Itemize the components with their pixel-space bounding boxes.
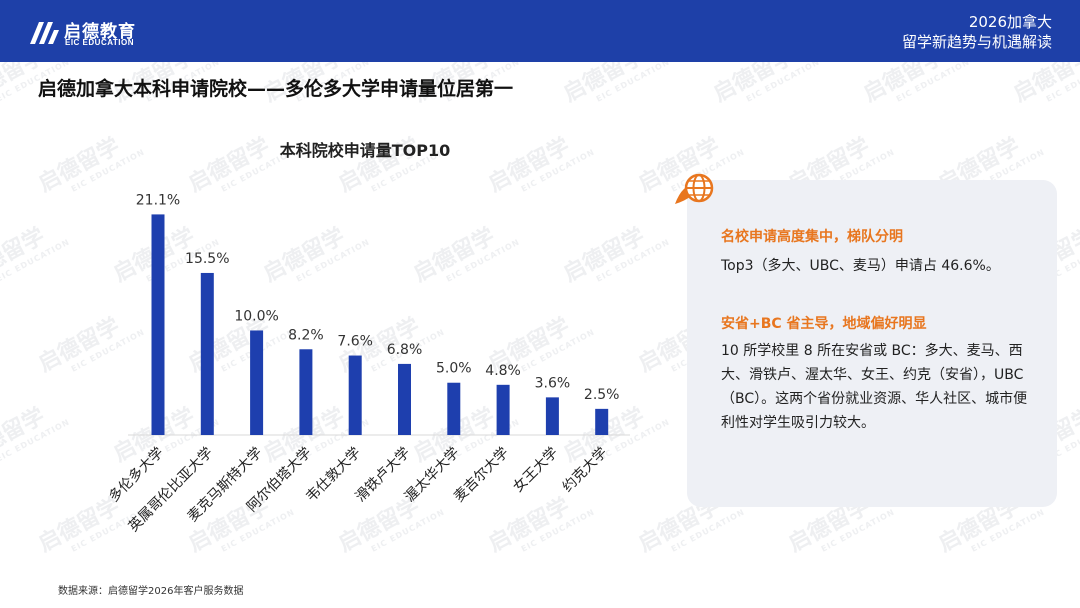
info-heading-2: 安省+BC 省主导，地域偏好明显 xyxy=(721,316,927,332)
bar xyxy=(250,330,264,435)
bar xyxy=(595,408,609,435)
info-text-2: 10 所学校里 8 所在安省或 BC：多大、麦马、西大、滑铁卢、渥太华、女王、约… xyxy=(721,343,1028,431)
chart-title: 本科院校申请量TOP10 xyxy=(279,141,451,160)
bar xyxy=(151,214,165,435)
bar-value-label: 4.8% xyxy=(485,363,521,379)
bar-value-label: 15.5% xyxy=(185,251,229,267)
bar-value-label: 5.0% xyxy=(436,361,472,377)
bar xyxy=(348,355,362,435)
globe-leaf-icon xyxy=(675,173,714,204)
bar xyxy=(447,382,461,435)
bar xyxy=(398,363,411,435)
bar-value-label: 6.8% xyxy=(387,342,423,358)
bar xyxy=(545,397,559,435)
bar xyxy=(200,272,214,435)
bar-value-label: 3.6% xyxy=(535,375,571,391)
bar-value-label: 2.5% xyxy=(584,387,620,403)
category-label: 英属哥伦比亚大学 xyxy=(125,444,216,535)
page-title: 启德加拿大本科申请院校——多伦多大学申请量位居第一 xyxy=(38,78,514,100)
logo-subtext: EIC EDUCATION xyxy=(65,38,135,47)
info-card: 名校申请高度集中，梯队分明 Top3（多大、UBC、麦马）申请占 46.6%。 … xyxy=(687,180,1057,507)
logo-text: 启德教育 xyxy=(64,22,136,42)
logo: 启德教育 EIC EDUCATION xyxy=(26,14,176,50)
header-subtitle-line2: 留学新趋势与机遇解读 xyxy=(901,33,1052,51)
bar-value-label: 7.6% xyxy=(337,334,373,350)
logo-icon xyxy=(30,22,59,44)
info-heading-1: 名校申请高度集中，梯队分明 xyxy=(721,229,903,245)
data-source-note: 数据来源：启德留学2026年客户服务数据 xyxy=(58,586,244,597)
header-subtitle-line1: 2026加拿大 xyxy=(968,13,1052,31)
bar-chart: 21.1%多伦多大学15.5%英属哥伦比亚大学10.0%麦克马斯特大学8.2%阿… xyxy=(105,192,630,535)
bar-value-label: 21.1% xyxy=(136,192,180,208)
category-label: 约克大学 xyxy=(560,445,611,496)
header-bar: 启德教育 EIC EDUCATION 2026加拿大 留学新趋势与机遇解读 xyxy=(0,0,1080,62)
bar-value-label: 8.2% xyxy=(288,327,324,343)
category-label: 女王大学 xyxy=(510,444,562,496)
bar xyxy=(299,349,313,435)
bar xyxy=(496,384,510,435)
bar-value-label: 10.0% xyxy=(234,308,278,324)
header-subtitle: 2026加拿大 留学新趋势与机遇解读 xyxy=(902,12,1052,52)
info-text-1: Top3（多大、UBC、麦马）申请占 46.6%。 xyxy=(721,258,1000,274)
